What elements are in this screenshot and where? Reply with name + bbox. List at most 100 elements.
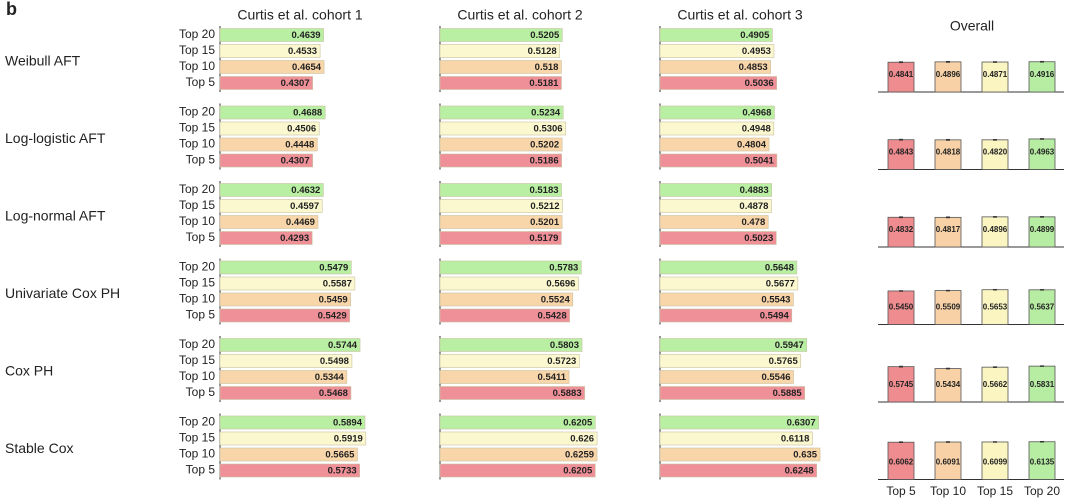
bar (439, 431, 598, 446)
value-label: 0.4307 (281, 78, 310, 89)
bar (981, 441, 1009, 480)
value-label: 0.5306 (534, 124, 563, 135)
value-label: 0.5479 (319, 263, 348, 274)
bar (659, 76, 777, 90)
value-label: 0.5803 (550, 340, 579, 351)
bar (659, 44, 775, 58)
column-title: Curtis et al. cohort 3 (677, 7, 802, 23)
bar (219, 447, 358, 462)
value-label: 0.5831 (1030, 380, 1055, 389)
value-label: 0.5498 (320, 356, 349, 367)
bar (219, 260, 352, 275)
bar (219, 199, 323, 213)
value-label: 0.478 (741, 217, 765, 228)
value-label: 0.5205 (530, 30, 560, 41)
bar (887, 441, 915, 480)
row-name: Log-normal AFT (5, 208, 106, 224)
bar (219, 463, 360, 478)
category-label: Top 15 (179, 353, 215, 367)
value-label: 0.635 (793, 450, 817, 461)
value-label: 0.4639 (292, 30, 321, 41)
bar (439, 60, 562, 74)
value-label: 0.4817 (936, 225, 961, 234)
bar (659, 338, 808, 352)
panel-label: b (6, 0, 17, 19)
value-label: 0.5546 (761, 372, 790, 383)
value-label: 0.4293 (280, 233, 309, 244)
bar (219, 60, 325, 74)
category-label: Top 10 (179, 214, 215, 228)
value-label: 0.4632 (291, 185, 320, 196)
value-label: 0.4820 (983, 148, 1008, 157)
value-label: 0.5429 (318, 311, 347, 322)
value-label: 0.5023 (744, 233, 773, 244)
bar (219, 308, 350, 323)
x-tick-label: Top 20 (1024, 484, 1060, 498)
bar (439, 28, 563, 42)
bar (659, 370, 794, 384)
category-label: Top 5 (186, 153, 216, 167)
value-label: 0.4804 (737, 140, 767, 151)
value-label: 0.5524 (541, 295, 571, 306)
value-label: 0.5744 (328, 340, 358, 351)
bar (659, 137, 770, 152)
value-label: 0.5733 (328, 466, 357, 477)
bar (439, 153, 562, 168)
value-label: 0.4841 (889, 70, 914, 79)
value-label: 0.5648 (765, 263, 794, 274)
bar (219, 105, 326, 120)
bar (659, 28, 773, 42)
bar (439, 44, 561, 58)
bar (887, 216, 915, 248)
value-label: 0.4688 (293, 108, 322, 119)
bar (439, 137, 563, 152)
row-name: Log-logistic AFT (5, 130, 106, 146)
category-label: Top 10 (179, 59, 215, 73)
bar (934, 290, 962, 325)
bar (219, 370, 348, 384)
bar (887, 139, 915, 170)
value-label: 0.6099 (983, 458, 1008, 467)
value-label: 0.5434 (936, 380, 961, 389)
bar (887, 61, 915, 93)
value-label: 0.5919 (334, 434, 363, 445)
value-label: 0.5662 (983, 380, 1008, 389)
value-label: 0.6248 (785, 466, 814, 477)
value-label: 0.4597 (290, 201, 319, 212)
bar (659, 183, 772, 197)
value-label: 0.6091 (936, 458, 961, 467)
value-label: 0.5428 (538, 311, 567, 322)
bar (981, 61, 1009, 93)
value-label: 0.5181 (529, 78, 559, 89)
x-tick-label: Top 10 (930, 484, 966, 498)
value-label: 0.5677 (766, 279, 795, 290)
value-label: 0.5459 (319, 295, 348, 306)
bar (219, 386, 352, 400)
value-label: 0.5183 (529, 185, 558, 196)
value-label: 0.5723 (547, 356, 576, 367)
bar (659, 431, 813, 446)
bar (1028, 138, 1056, 170)
category-label: Top 10 (179, 137, 215, 151)
column-title: Curtis et al. cohort 2 (457, 7, 582, 23)
bar (439, 447, 598, 462)
value-label: 0.6118 (781, 434, 810, 445)
bar (439, 260, 582, 275)
x-tick-label: Top 15 (977, 484, 1013, 498)
bar (1028, 289, 1056, 325)
value-label: 0.4896 (936, 70, 961, 79)
bar (439, 463, 596, 478)
bar (1028, 441, 1056, 480)
category-label: Top 5 (186, 230, 216, 244)
category-label: Top 5 (186, 463, 216, 477)
category-label: Top 20 (179, 337, 215, 351)
category-label: Top 15 (179, 43, 215, 57)
row-name: Weibull AFT (5, 53, 81, 69)
bar (659, 153, 778, 168)
row-name: Cox PH (5, 363, 53, 379)
category-label: Top 10 (179, 447, 215, 461)
category-label: Top 5 (186, 75, 216, 89)
bar (439, 76, 562, 90)
value-label: 0.5468 (319, 388, 348, 399)
